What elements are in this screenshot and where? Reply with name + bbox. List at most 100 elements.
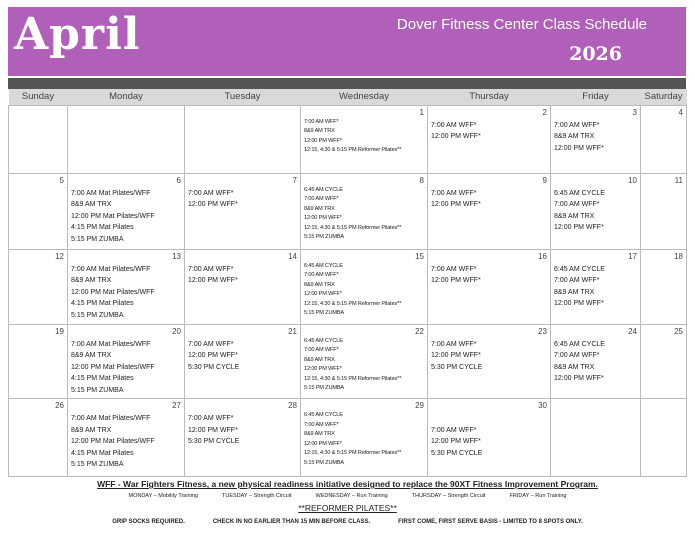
class-event: 6:45 AM CYCLE bbox=[554, 189, 605, 197]
class-event: 12:00 PM WFF* bbox=[188, 277, 238, 284]
class-event: 5:15 PM ZUMBA bbox=[71, 311, 124, 319]
day-cell[interactable]: 28 7:00 AM WFF* 12:00 PM WFF* 5:30 PM CYCLE bbox=[184, 398, 301, 477]
day-number: 1 bbox=[419, 107, 424, 117]
class-event: 6:45 AM CYCLE bbox=[304, 186, 343, 193]
day-cell[interactable]: 10 6:45 AM CYCLE 7:00 AM WFF* 8&9 AM TRX 12:… bbox=[550, 172, 641, 250]
day-number: 10 bbox=[628, 175, 637, 185]
class-event: 7:00 AM WFF* bbox=[188, 265, 234, 273]
day-cell[interactable]: 9 7:00 AM WFF* 12:00 PM WFF* bbox=[427, 172, 551, 250]
day-number: 26 bbox=[55, 401, 64, 410]
class-event: 5:15 PM ZUMBA bbox=[304, 234, 345, 240]
day-cell[interactable]: 2 7:00 AM WFF* 12:00 PM WFF* bbox=[427, 104, 551, 174]
class-event: 7:00 AM WFF* bbox=[304, 272, 339, 278]
class-event: 12:00 PM WFF* bbox=[431, 277, 481, 284]
day-cell[interactable] bbox=[67, 104, 185, 174]
day-cell[interactable] bbox=[640, 398, 687, 477]
class-event: 7:00 AM WFF* bbox=[304, 347, 339, 353]
day-cell[interactable] bbox=[8, 104, 68, 174]
weekday-header: Saturday bbox=[640, 89, 687, 105]
class-event: 12:00 PM WFF* bbox=[188, 352, 238, 359]
class-event: 6:45 AM CYCLE bbox=[304, 262, 343, 269]
day-cell[interactable]: 27 7:00 AM Mat Pilates/WFF 8&9 AM TRX 12:00… bbox=[67, 398, 185, 477]
day-cell[interactable]: 14 7:00 AM WFF* 12:00 PM WFF* bbox=[184, 248, 301, 325]
day-cell[interactable]: 29 6:45 AM CYCLE 7:00 AM WFF* 8&9 AM TRX 12:… bbox=[300, 398, 428, 477]
class-event: 8&9 AM TRX bbox=[304, 205, 335, 212]
class-event: 7:00 AM Mat Pilates/WFF bbox=[71, 189, 151, 197]
day-number: 18 bbox=[674, 251, 683, 261]
day-number: 7 bbox=[292, 175, 297, 185]
day-cell[interactable]: 12 bbox=[8, 248, 68, 325]
day-cell[interactable]: 8 6:45 AM CYCLE 7:00 AM WFF* 8&9 AM TRX 12:0… bbox=[300, 172, 428, 250]
class-event: 12:00 PM WFF* bbox=[304, 137, 342, 144]
class-event: 7:00 AM WFF* bbox=[304, 118, 339, 125]
class-event: 12:00 PM WFF* bbox=[431, 201, 481, 208]
day-cell[interactable]: 19 bbox=[8, 323, 68, 399]
class-event: 12:00 PM WFF* bbox=[431, 438, 481, 445]
day-number: 17 bbox=[628, 251, 637, 261]
week-row: 19 20 7:00 AM Mat Pilates/WFF 8&9 AM TRX 12:… bbox=[8, 323, 687, 399]
class-event: 12:00 PM Mat Pilates/WFF bbox=[71, 438, 155, 445]
class-event: 8&9 AM TRX bbox=[71, 352, 112, 359]
day-number: 11 bbox=[674, 175, 683, 185]
class-event: 7:00 AM WFF* bbox=[304, 196, 339, 202]
day-cell[interactable]: 13 7:00 AM Mat Pilates/WFF 8&9 AM TRX 12:00… bbox=[67, 248, 185, 325]
pilates-rule: CHECK IN NO EARLIER THAN 15 MIN BEFORE C… bbox=[212, 519, 371, 525]
day-cell[interactable]: 17 6:45 AM CYCLE 7:00 AM WFF* 8&9 AM TRX 12:… bbox=[550, 248, 641, 325]
day-cell[interactable]: 7 7:00 AM WFF* 12:00 PM WFF* bbox=[184, 172, 301, 250]
class-event: 12:00 PM WFF* bbox=[304, 440, 342, 447]
day-cell[interactable]: 26 bbox=[8, 398, 68, 477]
class-event: 12:00 PM WFF* bbox=[188, 201, 238, 208]
class-event: 8&9 AM TRX bbox=[304, 431, 335, 437]
class-event: 8&9 AM TRX bbox=[304, 281, 335, 288]
day-number: 29 bbox=[415, 401, 424, 410]
week-row: 5 6 7:00 AM Mat Pilates/WFF 8&9 AM TRX 12:00… bbox=[8, 172, 687, 250]
class-event: 5:15 PM ZUMBA bbox=[304, 459, 345, 466]
schedule-body: Sunday Monday Tuesday Wednesday Thursday Frid… bbox=[0, 89, 695, 526]
day-cell[interactable]: 20 7:00 AM Mat Pilates/WFF 8&9 AM TRX 12:00… bbox=[67, 323, 185, 399]
day-cell[interactable]: 4 bbox=[640, 104, 687, 174]
class-event: 7:00 AM WFF* bbox=[188, 189, 234, 197]
day-cell[interactable]: 24 6:45 AM CYCLE 7:00 AM WFF* 8&9 AM TRX 12:… bbox=[550, 323, 641, 399]
day-number bbox=[644, 401, 683, 410]
weekday-header: Monday bbox=[67, 89, 185, 105]
day-cell[interactable]: 6 7:00 AM Mat Pilates/WFF 8&9 AM TRX 12:00 … bbox=[67, 172, 185, 250]
day-cell[interactable]: 1 7:00 AM WFF* 8&9 AM TRX 12:00 PM WFF* 12:1… bbox=[300, 104, 428, 174]
day-cell[interactable]: 3 7:00 AM WFF* 8&9 AM TRX 12:00 PM WFF* bbox=[550, 104, 641, 174]
day-cell[interactable]: 21 7:00 AM WFF* 12:00 PM WFF* 5:30 PM CYCLE bbox=[184, 323, 301, 399]
day-cell[interactable]: 15 6:45 AM CYCLE 7:00 AM WFF* 8&9 AM TRX 12:… bbox=[300, 248, 428, 325]
day-cell[interactable]: 18 bbox=[640, 248, 687, 325]
day-number: 20 bbox=[172, 326, 181, 336]
wff-day-item: THURSDAY – Strength Circuit bbox=[411, 493, 486, 499]
class-event: 12:00 PM WFF* bbox=[554, 375, 604, 382]
day-number: 15 bbox=[415, 251, 424, 261]
class-event: 8&9 AM TRX bbox=[554, 133, 595, 140]
class-event: 4:15 PM Mat Pilates bbox=[71, 300, 134, 307]
class-event: 4:15 PM Mat Pilates bbox=[71, 449, 134, 457]
day-number: 16 bbox=[538, 251, 547, 261]
day-cell[interactable]: 5 bbox=[8, 172, 68, 250]
class-event: 4:15 PM Mat Pilates bbox=[71, 224, 134, 231]
day-cell[interactable]: 23 7:00 AM WFF* 12:00 PM WFF* 5:30 PM CYCLE bbox=[427, 323, 551, 399]
day-number: 2 bbox=[542, 107, 547, 117]
week-row: 26 27 7:00 AM Mat Pilates/WFF 8&9 AM TRX 12:… bbox=[8, 398, 687, 477]
weekday-header: Wednesday bbox=[300, 89, 428, 105]
day-number: 27 bbox=[172, 401, 181, 410]
day-cell[interactable]: 22 6:45 AM CYCLE 7:00 AM WFF* 8&9 AM TRX 12:… bbox=[300, 323, 428, 399]
weekday-header-row: Sunday Monday Tuesday Wednesday Thursday Frid… bbox=[8, 89, 687, 105]
day-cell[interactable] bbox=[184, 104, 301, 174]
day-cell[interactable]: 11 bbox=[640, 172, 687, 250]
day-number bbox=[71, 108, 181, 117]
class-event: 12:00 PM Mat Pilates/WFF bbox=[71, 212, 155, 220]
class-event: 7:00 AM WFF* bbox=[431, 121, 477, 129]
day-cell[interactable]: 16 7:00 AM WFF* 12:00 PM WFF* bbox=[427, 248, 551, 325]
day-number bbox=[12, 108, 64, 117]
day-cell[interactable]: 25 bbox=[640, 323, 687, 399]
class-event: 4:15 PM Mat Pilates bbox=[71, 375, 134, 382]
class-event: 7:00 AM WFF* bbox=[431, 340, 477, 348]
day-cell[interactable]: 30 7:00 AM WFF* 12:00 PM WFF* 5:30 PM CYCL… bbox=[427, 398, 551, 477]
day-number: 13 bbox=[172, 251, 181, 261]
class-event: 8&9 AM TRX bbox=[71, 277, 112, 284]
wff-day-item: WEDNESDAY – Run Training bbox=[315, 493, 388, 499]
class-event: 7:00 AM WFF* bbox=[554, 277, 600, 284]
day-cell[interactable] bbox=[550, 398, 641, 477]
